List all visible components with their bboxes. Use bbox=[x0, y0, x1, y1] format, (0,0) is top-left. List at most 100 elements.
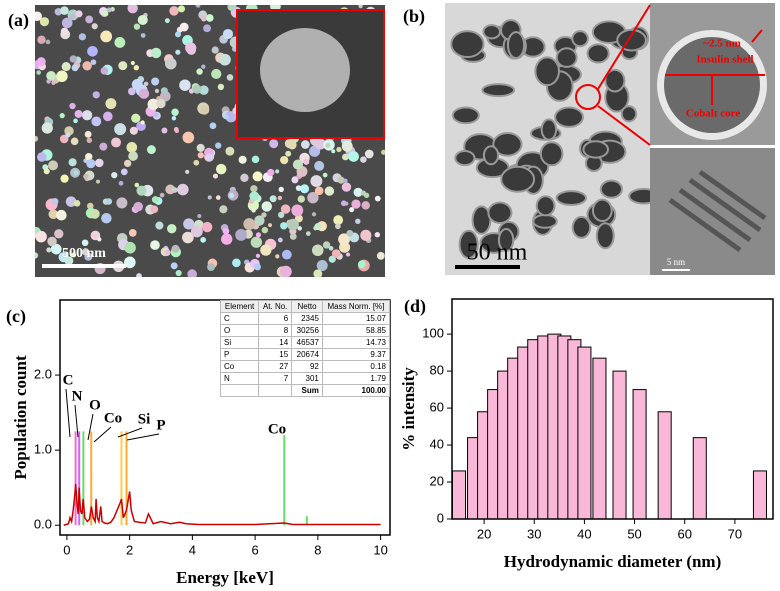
grain bbox=[37, 152, 47, 162]
table-cell: 301 bbox=[291, 372, 323, 385]
grain bbox=[325, 142, 331, 148]
grain bbox=[171, 244, 180, 253]
scale-label: 500 nm bbox=[62, 246, 106, 261]
grain bbox=[159, 192, 165, 198]
table-cell: 7 bbox=[258, 372, 293, 385]
x-tick-label: 40 bbox=[577, 526, 591, 541]
grain bbox=[97, 237, 102, 242]
grain bbox=[228, 192, 235, 199]
grain bbox=[215, 195, 221, 200]
grain bbox=[225, 115, 230, 120]
y-tick-label: 1.0 bbox=[34, 442, 52, 457]
grain bbox=[130, 60, 135, 66]
grain bbox=[60, 174, 69, 183]
table-cell: Co bbox=[219, 360, 260, 373]
y-tick-label: 2.0 bbox=[34, 367, 52, 382]
grain bbox=[285, 150, 292, 157]
nanoparticle bbox=[620, 105, 638, 123]
nanoparticle bbox=[604, 68, 626, 93]
grain bbox=[64, 256, 74, 266]
table-cell: 6 bbox=[258, 312, 293, 325]
nanoparticle bbox=[599, 179, 624, 199]
table-row: P 15 20674 9.37 bbox=[219, 348, 391, 361]
grain bbox=[343, 178, 348, 183]
grain bbox=[314, 160, 325, 171]
grain bbox=[221, 233, 233, 245]
grain bbox=[219, 53, 231, 66]
grain bbox=[35, 11, 42, 22]
grain bbox=[46, 79, 51, 84]
grain bbox=[123, 159, 132, 168]
grain bbox=[140, 120, 145, 125]
nanoparticle bbox=[482, 145, 500, 166]
grain bbox=[381, 149, 385, 155]
grain bbox=[277, 211, 285, 219]
x-axis-label: Hydrodynamic diameter (nm) bbox=[504, 552, 722, 571]
grain bbox=[35, 230, 47, 243]
leader bbox=[93, 426, 112, 443]
nanoparticle bbox=[532, 213, 558, 229]
grain bbox=[235, 229, 247, 241]
grain bbox=[243, 218, 256, 230]
grain bbox=[314, 223, 322, 231]
grain bbox=[123, 256, 136, 269]
grain bbox=[73, 200, 81, 207]
grain bbox=[182, 231, 194, 244]
grain bbox=[95, 179, 101, 184]
grain bbox=[118, 61, 128, 71]
bar bbox=[577, 346, 592, 520]
grain bbox=[128, 87, 136, 96]
grain bbox=[353, 187, 363, 197]
nanoparticle bbox=[506, 31, 526, 60]
grain bbox=[328, 245, 334, 251]
grain bbox=[54, 229, 64, 239]
grain bbox=[197, 152, 204, 159]
grain bbox=[164, 57, 177, 70]
grain bbox=[36, 70, 41, 75]
grain bbox=[269, 139, 279, 149]
table-row: Sum 100.00 bbox=[219, 384, 391, 397]
grain bbox=[300, 140, 310, 149]
nanoparticle bbox=[554, 106, 584, 128]
nanoparticle bbox=[481, 83, 516, 98]
column-header: Netto bbox=[291, 300, 323, 313]
element-label: C bbox=[63, 372, 74, 388]
grain bbox=[103, 111, 113, 122]
nanoparticle bbox=[540, 118, 558, 141]
grain bbox=[69, 55, 78, 63]
grain bbox=[95, 158, 104, 168]
grain bbox=[37, 35, 46, 45]
grain bbox=[374, 232, 381, 238]
grain bbox=[305, 231, 311, 236]
grain bbox=[261, 226, 269, 234]
table-row: N 7 301 1.79 bbox=[219, 372, 391, 385]
grain bbox=[349, 207, 355, 213]
y-axis-label: % intensity bbox=[399, 367, 418, 451]
grain bbox=[91, 116, 102, 127]
bar bbox=[632, 389, 647, 520]
x-tick-label: 2 bbox=[126, 542, 133, 557]
table-cell: N bbox=[219, 372, 260, 385]
grain bbox=[316, 260, 328, 272]
grain bbox=[222, 227, 230, 235]
panel-label: (a) bbox=[8, 10, 29, 31]
x-tick-label: 50 bbox=[627, 526, 641, 541]
grain bbox=[202, 221, 213, 233]
grain bbox=[179, 79, 191, 91]
grain bbox=[307, 191, 319, 204]
grain bbox=[103, 11, 109, 17]
grain bbox=[60, 6, 69, 15]
grain bbox=[281, 249, 292, 260]
grain bbox=[313, 269, 323, 277]
grain bbox=[140, 33, 146, 38]
table-cell: 92 bbox=[291, 360, 323, 373]
grain bbox=[255, 232, 262, 238]
grain bbox=[86, 202, 94, 210]
grain bbox=[331, 249, 341, 258]
grain bbox=[175, 49, 181, 55]
grain bbox=[120, 168, 128, 176]
element-label: Si bbox=[138, 411, 151, 427]
nanoparticle bbox=[497, 227, 515, 253]
grain bbox=[78, 33, 87, 41]
